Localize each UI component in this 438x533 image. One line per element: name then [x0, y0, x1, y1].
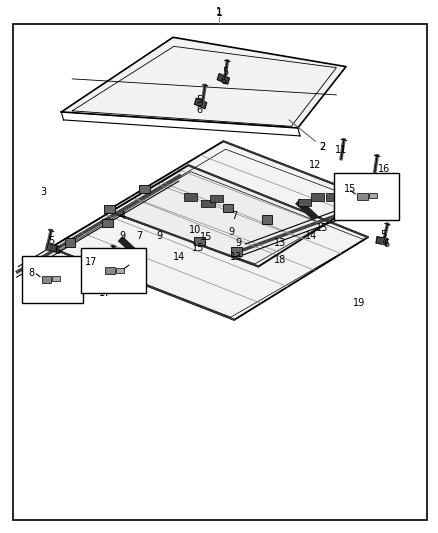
- Text: 6: 6: [220, 76, 226, 86]
- Polygon shape: [46, 244, 57, 252]
- Polygon shape: [50, 165, 368, 320]
- Text: 8: 8: [33, 269, 39, 278]
- Text: 7: 7: [136, 231, 142, 240]
- Bar: [357, 193, 368, 200]
- Bar: [52, 276, 60, 281]
- Text: 3: 3: [41, 187, 47, 197]
- Text: 15: 15: [344, 184, 357, 194]
- Bar: [22, 256, 83, 303]
- Text: 14: 14: [173, 253, 185, 262]
- Text: 15: 15: [192, 243, 205, 253]
- Bar: [201, 200, 215, 207]
- Text: 17: 17: [85, 257, 97, 267]
- Bar: [210, 195, 223, 202]
- Text: 2: 2: [319, 142, 325, 151]
- Bar: [81, 248, 146, 293]
- Text: 6: 6: [55, 246, 61, 255]
- Bar: [139, 185, 150, 193]
- Bar: [334, 173, 399, 220]
- Bar: [298, 199, 311, 206]
- Text: 8: 8: [28, 268, 35, 278]
- Bar: [42, 276, 51, 283]
- Polygon shape: [217, 74, 230, 84]
- Bar: [105, 267, 115, 274]
- Text: 1: 1: [216, 7, 222, 17]
- Text: 16: 16: [378, 165, 391, 174]
- Text: 11: 11: [335, 146, 347, 155]
- Bar: [262, 215, 272, 224]
- Bar: [116, 268, 124, 273]
- Text: 15: 15: [316, 223, 328, 233]
- Text: 18: 18: [274, 255, 286, 264]
- Text: 9: 9: [157, 231, 163, 240]
- Polygon shape: [107, 141, 368, 266]
- Bar: [231, 247, 242, 256]
- Text: 5: 5: [222, 67, 228, 77]
- Text: 9: 9: [236, 238, 242, 247]
- Text: 19: 19: [353, 298, 365, 308]
- Bar: [369, 193, 377, 198]
- Bar: [102, 219, 113, 227]
- Text: 11: 11: [101, 255, 113, 264]
- Text: 10: 10: [189, 225, 201, 235]
- Polygon shape: [376, 237, 388, 245]
- Text: 6: 6: [383, 239, 389, 248]
- Bar: [326, 193, 339, 201]
- Text: 5: 5: [49, 236, 55, 246]
- Text: 6: 6: [196, 106, 202, 115]
- Polygon shape: [61, 37, 346, 128]
- Bar: [194, 237, 205, 245]
- Bar: [223, 204, 233, 212]
- Text: 13: 13: [230, 253, 243, 262]
- Bar: [184, 193, 197, 201]
- Text: 15: 15: [200, 232, 212, 242]
- Bar: [65, 238, 75, 247]
- Bar: [104, 205, 115, 213]
- Text: 15: 15: [342, 211, 354, 221]
- Text: 14: 14: [305, 231, 317, 241]
- Text: 7: 7: [231, 211, 237, 221]
- Text: 2: 2: [319, 142, 325, 151]
- Polygon shape: [194, 98, 207, 109]
- Text: 12: 12: [309, 160, 321, 170]
- Text: 13: 13: [274, 238, 286, 247]
- Bar: [311, 193, 324, 201]
- Text: 12: 12: [131, 255, 143, 264]
- Text: 9: 9: [228, 227, 234, 237]
- Text: 5: 5: [196, 95, 202, 105]
- Text: 17: 17: [99, 288, 111, 298]
- Text: 9: 9: [120, 231, 126, 240]
- Text: 1: 1: [215, 9, 223, 18]
- Text: 4: 4: [120, 211, 126, 221]
- Text: 5: 5: [380, 230, 386, 239]
